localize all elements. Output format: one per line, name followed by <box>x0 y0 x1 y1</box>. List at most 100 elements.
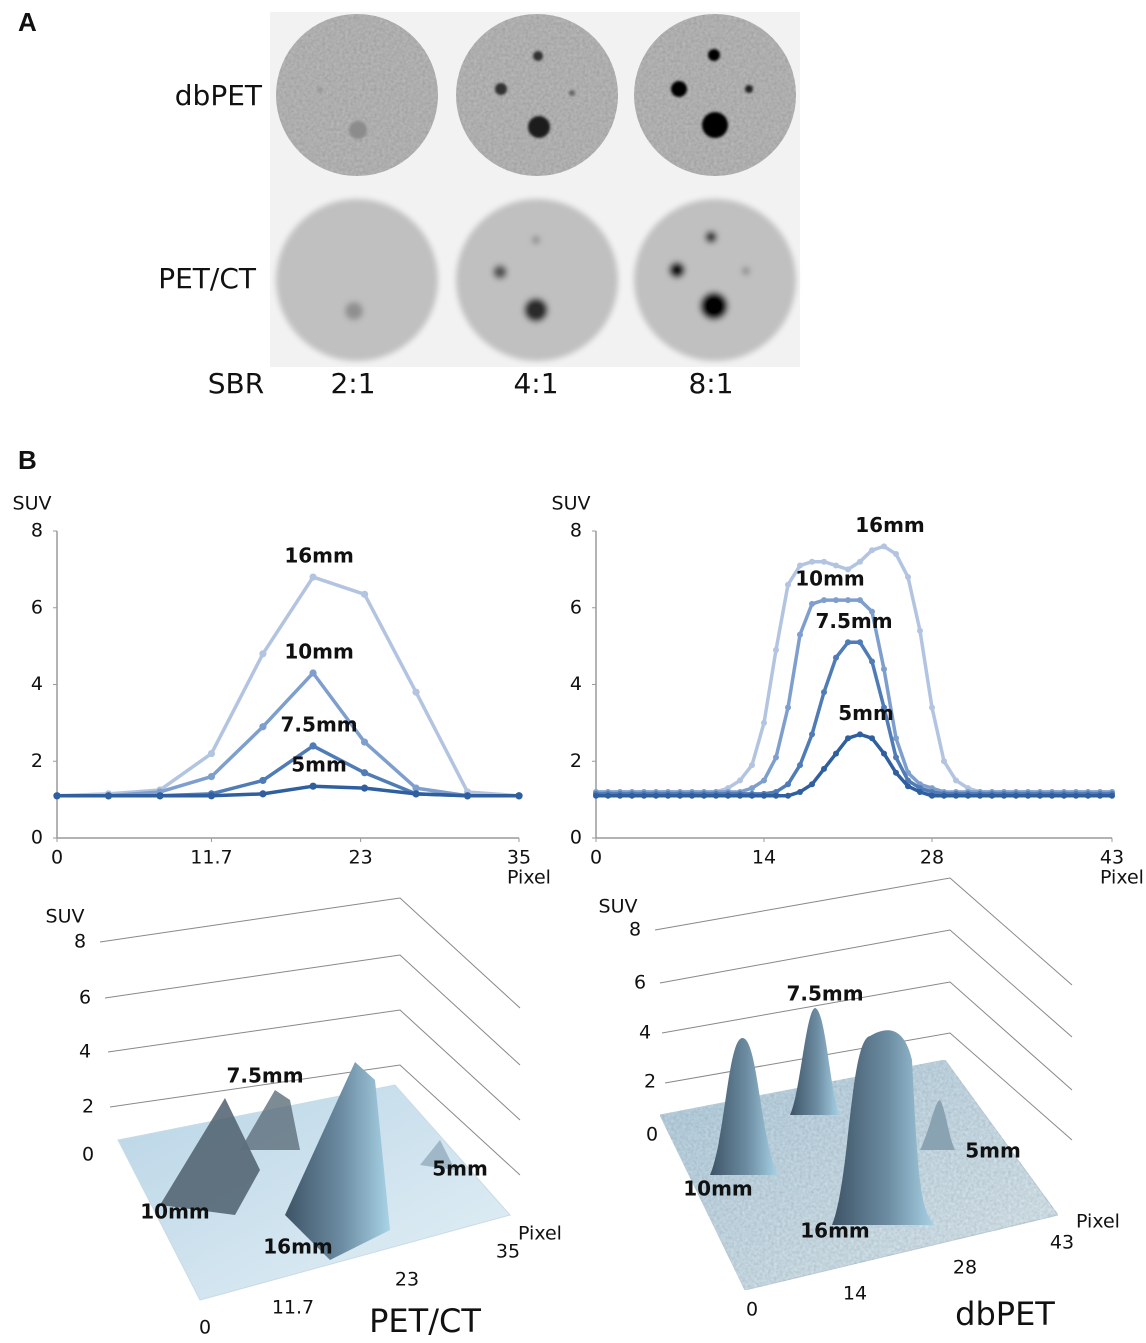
z-tick-label: 2 <box>82 1096 94 1118</box>
series-label: 5mm <box>291 753 347 777</box>
x-tick-label: 0 <box>746 1299 758 1321</box>
phantom <box>634 199 796 361</box>
x-axis-label: Pixel <box>507 867 551 889</box>
y-tick-label: 8 <box>570 520 582 542</box>
y-tick-label: 4 <box>31 673 43 695</box>
x-tick-label: 14 <box>843 1283 867 1305</box>
data-point <box>905 574 911 581</box>
peak-label: 7.5mm <box>786 982 863 1006</box>
data-point <box>412 790 420 798</box>
data-point <box>737 777 743 784</box>
phantom <box>456 199 618 361</box>
data-point <box>309 742 317 750</box>
sbr-value: 8:1 <box>688 367 733 400</box>
data-point <box>773 754 779 761</box>
data-point <box>845 735 851 742</box>
data-point <box>977 792 983 799</box>
x-tick-label: 0 <box>51 847 63 869</box>
data-point <box>665 792 671 799</box>
data-point <box>917 627 923 634</box>
phantom <box>634 14 796 176</box>
row-label: PET/CT <box>158 262 257 295</box>
panel-label: B <box>18 445 37 475</box>
y-tick-label: 4 <box>570 673 582 695</box>
data-point <box>515 792 523 800</box>
data-point <box>309 669 317 677</box>
dbpet-spots <box>317 49 753 139</box>
data-point <box>207 773 216 781</box>
z-tick-label: 4 <box>639 1022 651 1044</box>
surface-caption: dbPET <box>955 1295 1055 1333</box>
y-tick-label: 6 <box>31 596 43 618</box>
data-point <box>917 788 923 795</box>
x-tick-label: 43 <box>1050 1232 1074 1254</box>
data-point <box>785 781 791 788</box>
data-point <box>941 758 947 765</box>
data-point <box>845 597 851 604</box>
data-point <box>207 749 216 758</box>
z-axis-label: SUV <box>599 896 638 918</box>
series-label: 7.5mm <box>815 609 892 633</box>
x-tick-label: 23 <box>395 1269 419 1291</box>
data-point <box>953 777 959 784</box>
data-point <box>1109 792 1115 799</box>
series-label: 5mm <box>838 701 894 725</box>
series-line <box>56 575 520 798</box>
data-point <box>749 762 755 769</box>
data-point <box>797 788 803 795</box>
x-tick-label: 28 <box>953 1257 977 1279</box>
data-point <box>965 792 971 799</box>
peak-label: 16mm <box>263 1235 333 1259</box>
data-point <box>259 723 267 731</box>
x-tick-label: 28 <box>920 847 944 869</box>
data-point <box>1037 792 1043 799</box>
sbr-value: 2:1 <box>330 367 375 400</box>
data-point <box>893 769 899 776</box>
surface-left <box>99 897 521 1301</box>
data-point <box>1097 792 1103 799</box>
data-point <box>412 688 420 696</box>
data-point <box>821 558 827 565</box>
data-point <box>845 639 851 646</box>
data-point <box>785 704 791 711</box>
series-label: 16mm <box>855 513 925 537</box>
data-point <box>593 792 599 799</box>
peak-label: 7.5mm <box>226 1064 303 1088</box>
data-point <box>941 792 947 799</box>
data-point <box>857 639 863 646</box>
phantom <box>456 14 618 176</box>
series-label: 16mm <box>284 544 354 568</box>
data-point <box>869 658 875 665</box>
data-point <box>833 750 839 757</box>
data-point <box>641 792 647 799</box>
data-point <box>360 769 369 777</box>
data-point <box>821 597 827 604</box>
petct-row <box>276 199 796 361</box>
data-point <box>869 547 875 554</box>
sbr-label: SBR <box>208 367 264 400</box>
data-point <box>761 719 767 726</box>
data-point <box>259 650 267 658</box>
data-point <box>463 792 472 800</box>
z-tick-label: 4 <box>79 1041 91 1063</box>
data-point <box>725 792 731 799</box>
data-point <box>833 562 839 569</box>
data-point <box>893 551 899 558</box>
series-line <box>57 784 519 798</box>
data-point <box>259 790 267 798</box>
phantom <box>276 199 438 361</box>
x-tick-label: 35 <box>507 847 531 869</box>
data-point <box>1073 792 1079 799</box>
data-point <box>360 784 369 792</box>
data-point <box>761 792 767 799</box>
x-axis-label: Pixel <box>518 1223 562 1245</box>
data-point <box>104 792 113 800</box>
data-point <box>1085 792 1091 799</box>
x-tick-label: 14 <box>752 847 776 869</box>
data-point <box>785 581 791 588</box>
data-point <box>821 689 827 696</box>
data-point <box>259 776 267 785</box>
series-line <box>57 671 519 798</box>
surface-caption: PET/CT <box>369 1302 481 1340</box>
data-point <box>881 666 887 673</box>
